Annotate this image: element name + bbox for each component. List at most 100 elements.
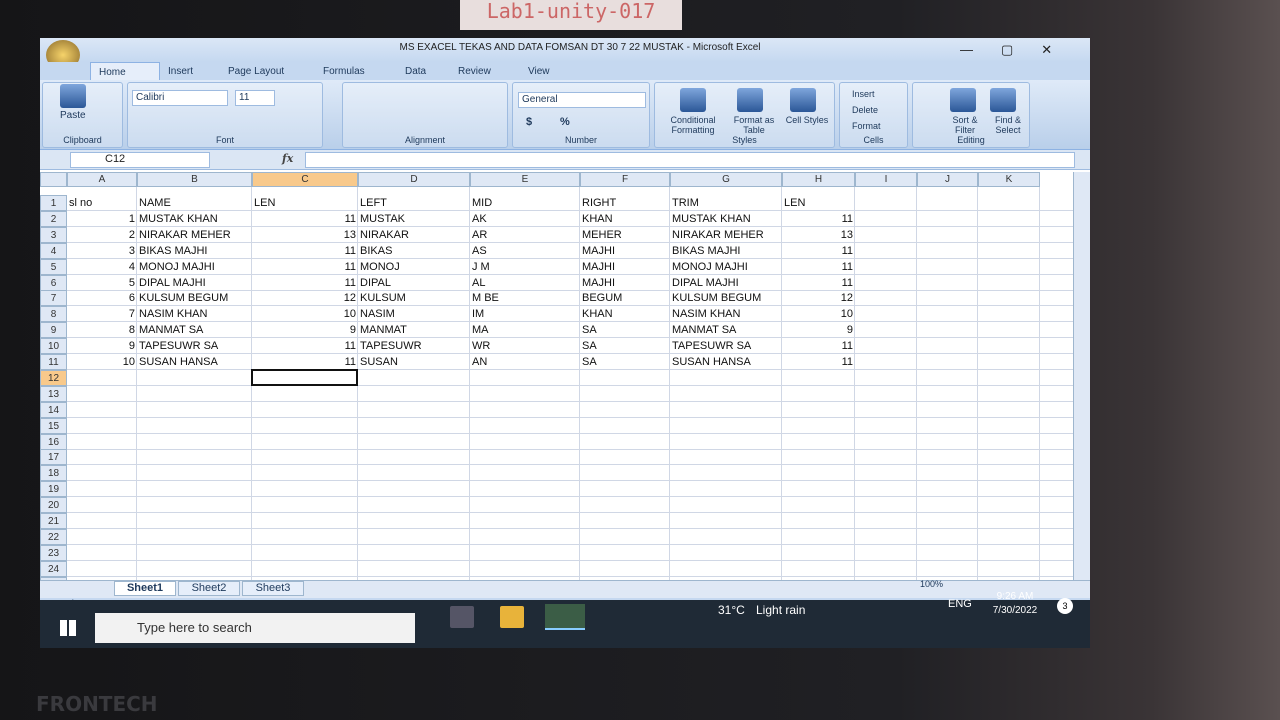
cell[interactable]: AN	[472, 356, 488, 368]
cell[interactable]: BIKAS MAJHI	[139, 244, 208, 257]
cell[interactable]: 12	[343, 292, 356, 305]
cell[interactable]: SA	[582, 356, 597, 368]
column-header[interactable]: D	[358, 172, 470, 187]
notification-badge[interactable]: 3	[1057, 598, 1073, 614]
cell[interactable]: KHAN	[582, 212, 613, 225]
cell[interactable]: MANMAT	[360, 324, 407, 337]
cell[interactable]: 11	[344, 260, 356, 273]
cell[interactable]: DIPAL	[360, 276, 391, 289]
cell[interactable]: DIPAL MAJHI	[139, 276, 206, 289]
cell[interactable]: SA	[582, 324, 597, 337]
cell[interactable]: 10	[122, 356, 135, 368]
cell[interactable]: MONOJ MAJHI	[139, 260, 215, 273]
cell[interactable]: MUSTAK	[360, 212, 406, 225]
sheet-tab[interactable]: Sheet1	[114, 581, 176, 596]
row-header[interactable]: 18	[40, 465, 67, 482]
cell[interactable]: SUSAN HANSA	[139, 356, 218, 368]
row-header[interactable]: 3	[40, 226, 67, 243]
column-header[interactable]: A	[67, 172, 137, 187]
cell[interactable]: NASIM KHAN	[672, 308, 741, 321]
cell[interactable]: NIRAKAR	[360, 228, 409, 241]
taskbar-icon[interactable]	[450, 606, 474, 628]
cell[interactable]: RIGHT	[582, 197, 617, 209]
column-header[interactable]: H	[782, 172, 855, 187]
window-controls[interactable]: —▢✕	[960, 42, 1081, 57]
cell[interactable]: MAJHI	[582, 244, 615, 257]
cell[interactable]: 13	[840, 228, 853, 241]
cell[interactable]: 4	[128, 260, 135, 273]
row-header[interactable]: 20	[40, 497, 67, 514]
cell[interactable]: 9	[846, 324, 853, 337]
cell[interactable]: 2	[128, 228, 135, 241]
row-header[interactable]: 12	[40, 369, 67, 386]
cell[interactable]: 10	[840, 308, 853, 321]
cell[interactable]: LEN	[254, 197, 276, 209]
cell[interactable]: IM	[472, 308, 485, 321]
ribbon-item[interactable]: Calibri	[132, 90, 228, 106]
cell[interactable]: 7	[128, 308, 135, 321]
cell[interactable]: AR	[472, 228, 488, 241]
cell[interactable]: NIRAKAR MEHER	[672, 228, 764, 241]
cell[interactable]: MUSTAK KHAN	[672, 212, 751, 225]
cell[interactable]: KULSUM BEGUM	[139, 292, 229, 305]
cell[interactable]: MEHER	[582, 228, 622, 241]
column-header[interactable]: J	[917, 172, 978, 187]
cell[interactable]: MID	[472, 197, 493, 209]
ribbon-item[interactable]: Cell Styles	[785, 115, 829, 125]
cell[interactable]: NASIM	[360, 308, 395, 321]
column-header[interactable]: G	[670, 172, 782, 187]
cell[interactable]: 11	[841, 340, 853, 353]
row-header[interactable]: 7	[40, 290, 67, 307]
row-header[interactable]: 1	[40, 195, 67, 211]
row-header[interactable]: 21	[40, 513, 67, 529]
cell[interactable]: 11	[344, 276, 356, 289]
row-header[interactable]: 11	[40, 354, 67, 370]
cell[interactable]: MAJHI	[582, 276, 615, 289]
cell[interactable]: SUSAN	[360, 356, 398, 368]
cell[interactable]: MA	[472, 324, 489, 337]
cell[interactable]: TAPESUWR SA	[672, 340, 752, 353]
ribbon-tab[interactable]: Data	[405, 66, 427, 77]
cell[interactable]: 12	[840, 292, 853, 305]
cell[interactable]: KULSUM BEGUM	[672, 292, 762, 305]
cell[interactable]: AS	[472, 244, 487, 257]
cell[interactable]: MONOJ	[360, 260, 400, 273]
cell[interactable]: 9	[128, 340, 135, 353]
row-header[interactable]: 16	[40, 433, 67, 450]
sheet-tab[interactable]: Sheet2	[178, 581, 240, 596]
cell[interactable]: M BE	[472, 292, 499, 305]
row-header[interactable]: 9	[40, 322, 67, 339]
cell[interactable]: BEGUM	[582, 292, 623, 305]
ribbon-item[interactable]: $	[526, 116, 533, 128]
cell[interactable]: KULSUM	[360, 292, 406, 305]
ribbon-item[interactable]: Insert	[852, 89, 875, 99]
ribbon-tab[interactable]: Home	[90, 62, 160, 80]
sheet-tab[interactable]: Sheet3	[242, 581, 304, 596]
ribbon-tab[interactable]: Insert	[168, 66, 194, 77]
row-header[interactable]: 22	[40, 528, 67, 545]
taskbar-icon[interactable]	[500, 606, 524, 628]
column-header[interactable]: K	[978, 172, 1040, 187]
column-header[interactable]: I	[855, 172, 917, 187]
ribbon-item[interactable]: General	[518, 92, 646, 108]
ribbon-item[interactable]: Conditional Formatting	[670, 115, 716, 135]
cell[interactable]: NIRAKAR MEHER	[139, 228, 231, 241]
cell[interactable]: 11	[344, 356, 356, 368]
cell[interactable]: 11	[841, 244, 853, 257]
row-header[interactable]: 23	[40, 544, 67, 561]
cell[interactable]: BIKAS	[360, 244, 393, 257]
cell[interactable]: MANMAT SA	[672, 324, 737, 337]
row-header[interactable]: 14	[40, 401, 67, 418]
cell[interactable]: TRIM	[672, 197, 699, 209]
cell[interactable]: 9	[349, 324, 356, 337]
cell[interactable]: SA	[582, 340, 597, 353]
cell[interactable]: 11	[841, 260, 853, 273]
cell[interactable]: J M	[472, 260, 490, 273]
row-header[interactable]: 8	[40, 306, 67, 323]
cell[interactable]: DIPAL MAJHI	[672, 276, 739, 289]
ribbon-item[interactable]: Format as Table	[733, 115, 775, 135]
cell[interactable]: TAPESUWR SA	[139, 340, 219, 353]
column-header[interactable]: B	[137, 172, 252, 187]
row-header[interactable]: 13	[40, 385, 67, 402]
cell[interactable]: 13	[343, 228, 356, 241]
